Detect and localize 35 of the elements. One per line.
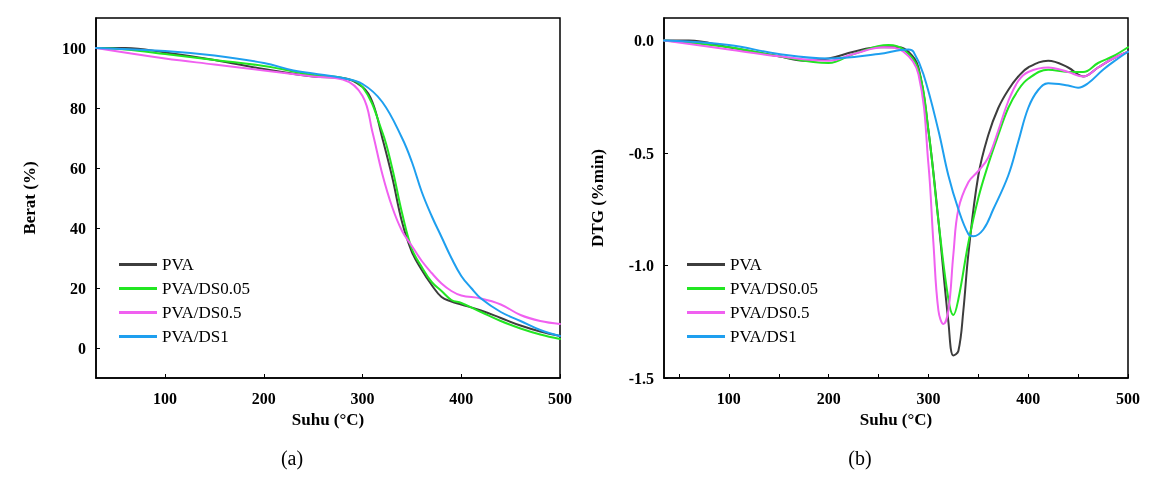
- text: (a): [280, 447, 304, 470]
- y-tick-label: 0.0: [634, 32, 654, 49]
- legend-label: PVA: [162, 255, 195, 274]
- y-tick-label: -0.5: [628, 144, 654, 162]
- line-series: [663, 39, 1129, 238]
- y-tick-label: -1.5: [628, 369, 654, 387]
- y-axis-title: Berat (%): [20, 161, 39, 235]
- x-tick-label: 300: [350, 389, 375, 407]
- text: (b): [848, 447, 872, 470]
- y-tick-label: 60: [70, 159, 86, 177]
- x-tick-label: 300: [916, 389, 941, 407]
- y-tick-label: -1.0: [628, 257, 654, 274]
- x-tick-label: 400: [449, 389, 474, 407]
- x-tick-label: 200: [251, 389, 276, 407]
- x-tick-label: 500: [548, 389, 572, 407]
- legend-label: PVA/DS1: [162, 327, 229, 346]
- y-tick-label: 40: [70, 219, 86, 237]
- legend-label: PVA/DS0.05: [162, 279, 251, 298]
- y-tick-label: 20: [70, 279, 86, 297]
- y-tick-label: 80: [70, 99, 86, 117]
- x-tick-label: 500: [1116, 389, 1140, 407]
- y-tick-label: 100: [62, 39, 86, 57]
- x-axis-title: Suhu (°C): [291, 409, 365, 429]
- y-tick-label: 0: [78, 339, 86, 357]
- legend-label: PVA/DS0.5: [730, 303, 810, 322]
- x-axis-title: Suhu (°C): [859, 409, 933, 429]
- x-tick-label: 400: [1016, 389, 1041, 407]
- legend-label: PVA/DS0.05: [730, 279, 819, 298]
- x-tick-label: 200: [816, 389, 841, 407]
- y-axis-title: DTG (%min): [588, 149, 607, 247]
- x-tick-label: 100: [716, 389, 741, 407]
- legend-label: PVA/DS0.5: [162, 303, 242, 322]
- legend-label: PVA/DS1: [730, 327, 797, 346]
- legend-label: PVA: [730, 255, 763, 274]
- x-tick-label: 100: [153, 389, 178, 407]
